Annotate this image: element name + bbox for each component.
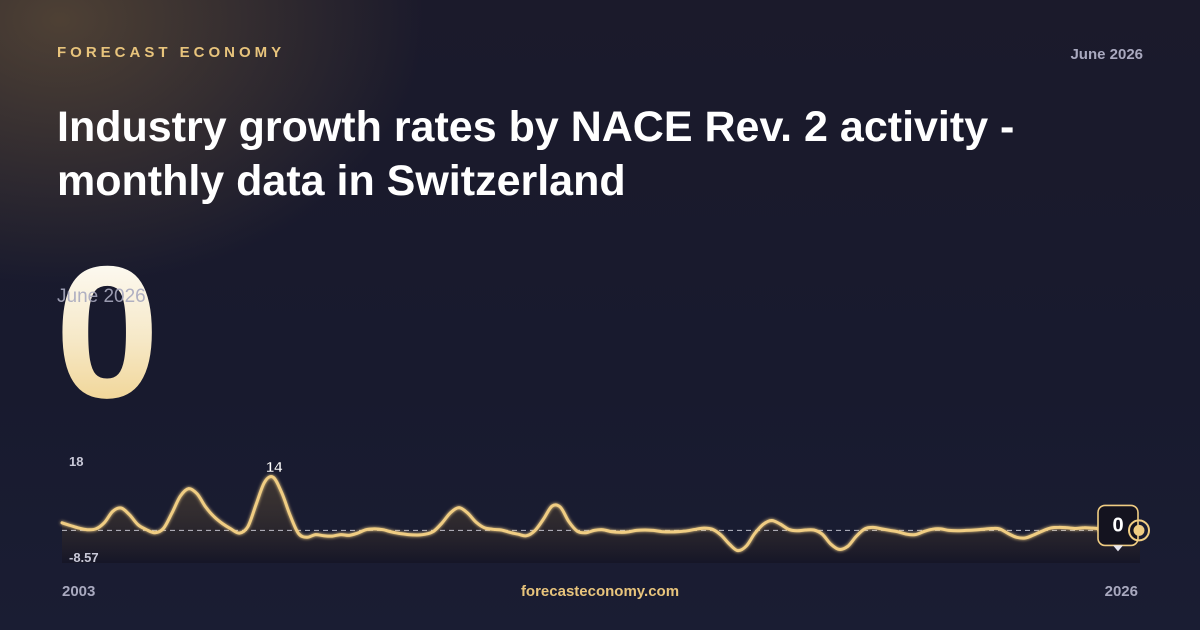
line-chart: 18 -8.57 14 0 (60, 454, 1150, 565)
x-axis-start-label: 2003 (62, 583, 96, 600)
headline-date: June 2026 (57, 286, 146, 307)
headline-value: 0 (55, 227, 160, 437)
chart-area: 18 -8.57 14 0 (0, 440, 1200, 580)
last-point-ring (1128, 519, 1150, 542)
last-value-pointer (1113, 545, 1123, 552)
chart-area-fill (62, 476, 1140, 563)
last-point-marker (1133, 524, 1145, 536)
last-value-callout: 0 (1097, 504, 1150, 552)
y-tick-label-min: -8.57 (69, 550, 99, 565)
header-date: June 2026 (1070, 46, 1143, 63)
brand-name: FORECAST ECONOMY (57, 44, 286, 61)
series-line (60, 475, 1120, 553)
page-title: Industry growth rates by NACE Rev. 2 act… (57, 103, 1015, 205)
peak-data-label: 14 (266, 459, 283, 476)
last-value-label: 0 (1112, 514, 1123, 536)
x-axis-end-label: 2026 (1104, 583, 1138, 600)
site-url: forecasteconomy.com (520, 583, 680, 600)
y-tick-label-max: 18 (69, 454, 83, 469)
